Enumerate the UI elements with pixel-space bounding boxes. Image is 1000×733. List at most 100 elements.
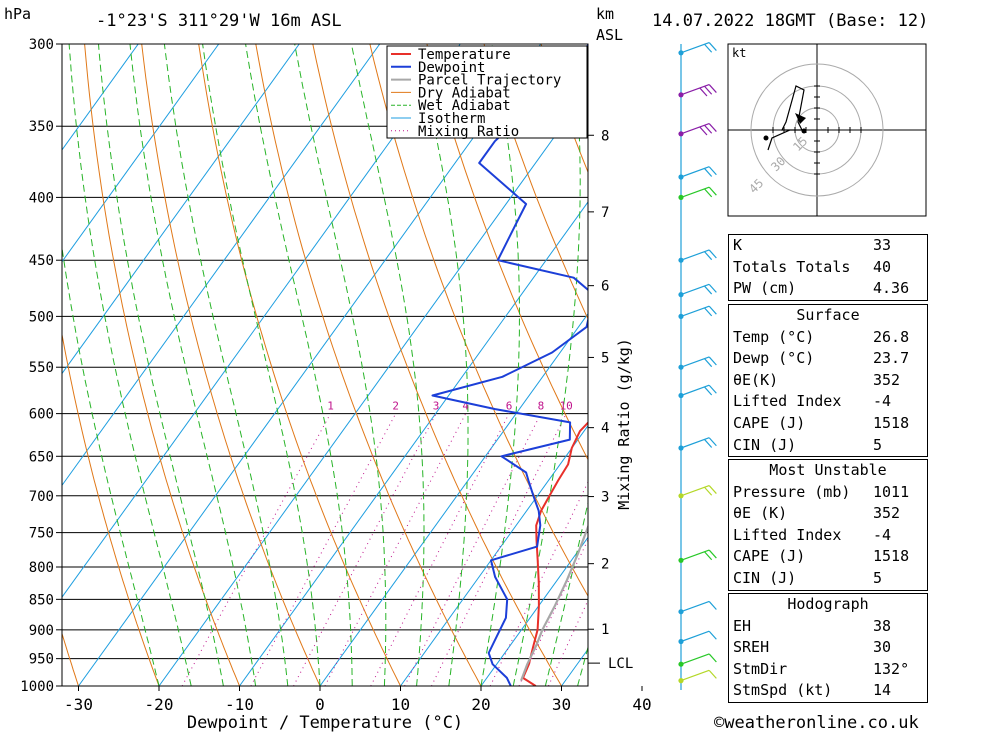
wet-adiabat-line <box>245 44 353 686</box>
wet-adiabat-line <box>544 500 588 686</box>
wind-barb-staff <box>680 249 710 261</box>
wind-barb-feather <box>708 123 717 132</box>
pressure-tick-label: 400 <box>29 190 54 206</box>
wind-barb <box>680 669 717 682</box>
dry-adiabat-line <box>312 44 562 686</box>
most-unstable-row: θE (K) 352 <box>733 504 901 523</box>
mixing-ratio-line <box>489 481 588 686</box>
most-unstable-title: Most Unstable <box>769 461 887 479</box>
pressure-tick-label: 300 <box>29 37 54 53</box>
dry-adiabat-line <box>62 332 160 686</box>
mixing-ratio-labels: 1 2 3 4 6 8 10 16 20 25 <box>327 400 655 413</box>
wind-barb <box>680 249 717 261</box>
km-tick-label: 4 <box>601 421 609 437</box>
x-axis-label: Dewpoint / Temperature (°C) <box>187 713 463 733</box>
wind-level-dot <box>678 557 684 563</box>
pressure-tick-label: 450 <box>29 253 54 269</box>
pressure-tick-label: 600 <box>29 407 54 423</box>
legend-label: Temperature <box>418 47 511 63</box>
wind-barb-staff <box>680 356 710 368</box>
wind-barb-feather <box>704 85 713 95</box>
wind-barb-staff <box>680 653 710 665</box>
wet-adiabat-line <box>350 44 425 686</box>
pressure-tick-label: 550 <box>29 360 54 376</box>
km-tick-label: 6 <box>601 279 609 295</box>
temperature-tick-label: 0 <box>315 695 325 714</box>
parcel-trajectory-line <box>520 523 588 681</box>
wind-barb-feather <box>708 669 717 679</box>
mixing-ratio-line <box>324 413 467 686</box>
wind-barb <box>680 122 717 136</box>
wind-barb-staff <box>680 83 710 96</box>
wind-barb <box>680 600 717 613</box>
wind-barb-staff <box>680 484 710 497</box>
mixing-ratio-line <box>518 538 588 686</box>
pressure-tick-label: 1000 <box>20 679 54 695</box>
wet-adiabat-line <box>577 645 588 686</box>
wind-barb <box>680 437 717 449</box>
wind-barb-feather <box>708 485 717 494</box>
wind-barb-staff <box>680 122 710 135</box>
wind-barb-feather <box>708 356 717 366</box>
isotherm-line <box>78 44 542 686</box>
pressure-axis: 300 350 400 450 500 550 600 650 700 750 800 850 900 9… <box>20 37 62 695</box>
wind-barb <box>680 630 717 643</box>
wind-barb-feather <box>708 305 717 315</box>
wet-adiabat-line <box>202 44 321 686</box>
legend-label: Isotherm <box>418 111 485 127</box>
legend-label: Mixing Ratio <box>418 124 519 140</box>
temperature-axis: -30 -20 -10 0 10 20 30 40 <box>64 686 652 714</box>
mixing-ratio-axis-label: Mixing Ratio (g/kg) <box>615 338 633 510</box>
wind-level-dot <box>678 609 684 615</box>
pressure-tick-label: 800 <box>29 560 54 576</box>
asl-label: ASL <box>596 26 623 44</box>
hodograph-point <box>801 128 807 134</box>
isotherm-line <box>480 536 588 686</box>
pressure-tick-label: 700 <box>29 489 54 505</box>
wind-barb <box>680 166 717 178</box>
km-tick-label: 3 <box>601 490 609 506</box>
mixing-ratio-line <box>293 413 437 686</box>
isobar-lines <box>62 44 588 686</box>
wind-barb-staff <box>680 166 710 178</box>
wet-adiabat-line <box>68 44 192 686</box>
pressure-tick-label: 650 <box>29 449 54 465</box>
temperature-tick-label: 10 <box>391 695 410 714</box>
wind-level-dot <box>678 661 684 667</box>
wind-barb <box>680 484 717 497</box>
pressure-tick-label: 850 <box>29 592 54 608</box>
isotherm-line <box>62 44 381 487</box>
wind-barb <box>680 549 717 561</box>
wet-adiabat-line <box>129 44 257 686</box>
wind-barb-feather <box>708 549 717 559</box>
wind-barb-staff <box>680 305 710 317</box>
dry-adiabat-line <box>198 44 401 686</box>
mixing-ratio-value: 20 <box>642 400 655 413</box>
wind-barb-feather <box>704 358 713 368</box>
mixing-ratio-value: 8 <box>538 400 545 413</box>
mixing-ratio-line <box>250 413 397 686</box>
dry-adiabat-line <box>940 44 1000 686</box>
index-row-pw: PW (cm) 4.36 <box>733 279 910 298</box>
mixing-ratio-lines <box>181 413 588 686</box>
wind-barb <box>680 186 717 198</box>
legend-label: Dewpoint <box>418 60 485 76</box>
mixing-ratio-line <box>547 599 588 686</box>
temperature-tick-label: 30 <box>552 695 571 714</box>
dry-adiabat-line <box>84 44 240 686</box>
storm-motion-marker <box>795 113 806 124</box>
temperature-tick-label: 20 <box>471 695 490 714</box>
km-tick-label: 2 <box>601 557 609 573</box>
wind-barb-feather <box>708 630 717 640</box>
isotherm-line <box>158 89 588 686</box>
wind-barb-feather <box>704 188 713 198</box>
wind-barb-feather <box>704 124 713 134</box>
mixing-ratio-line <box>404 413 542 686</box>
wind-barb-feather <box>699 87 708 97</box>
wet-adiabat-line <box>98 44 224 686</box>
km-axis: 1 2 3 4 5 6 7 8 LCL <box>588 128 633 672</box>
dry-adiabat-line <box>426 44 588 461</box>
wind-barb-feather <box>708 84 717 93</box>
